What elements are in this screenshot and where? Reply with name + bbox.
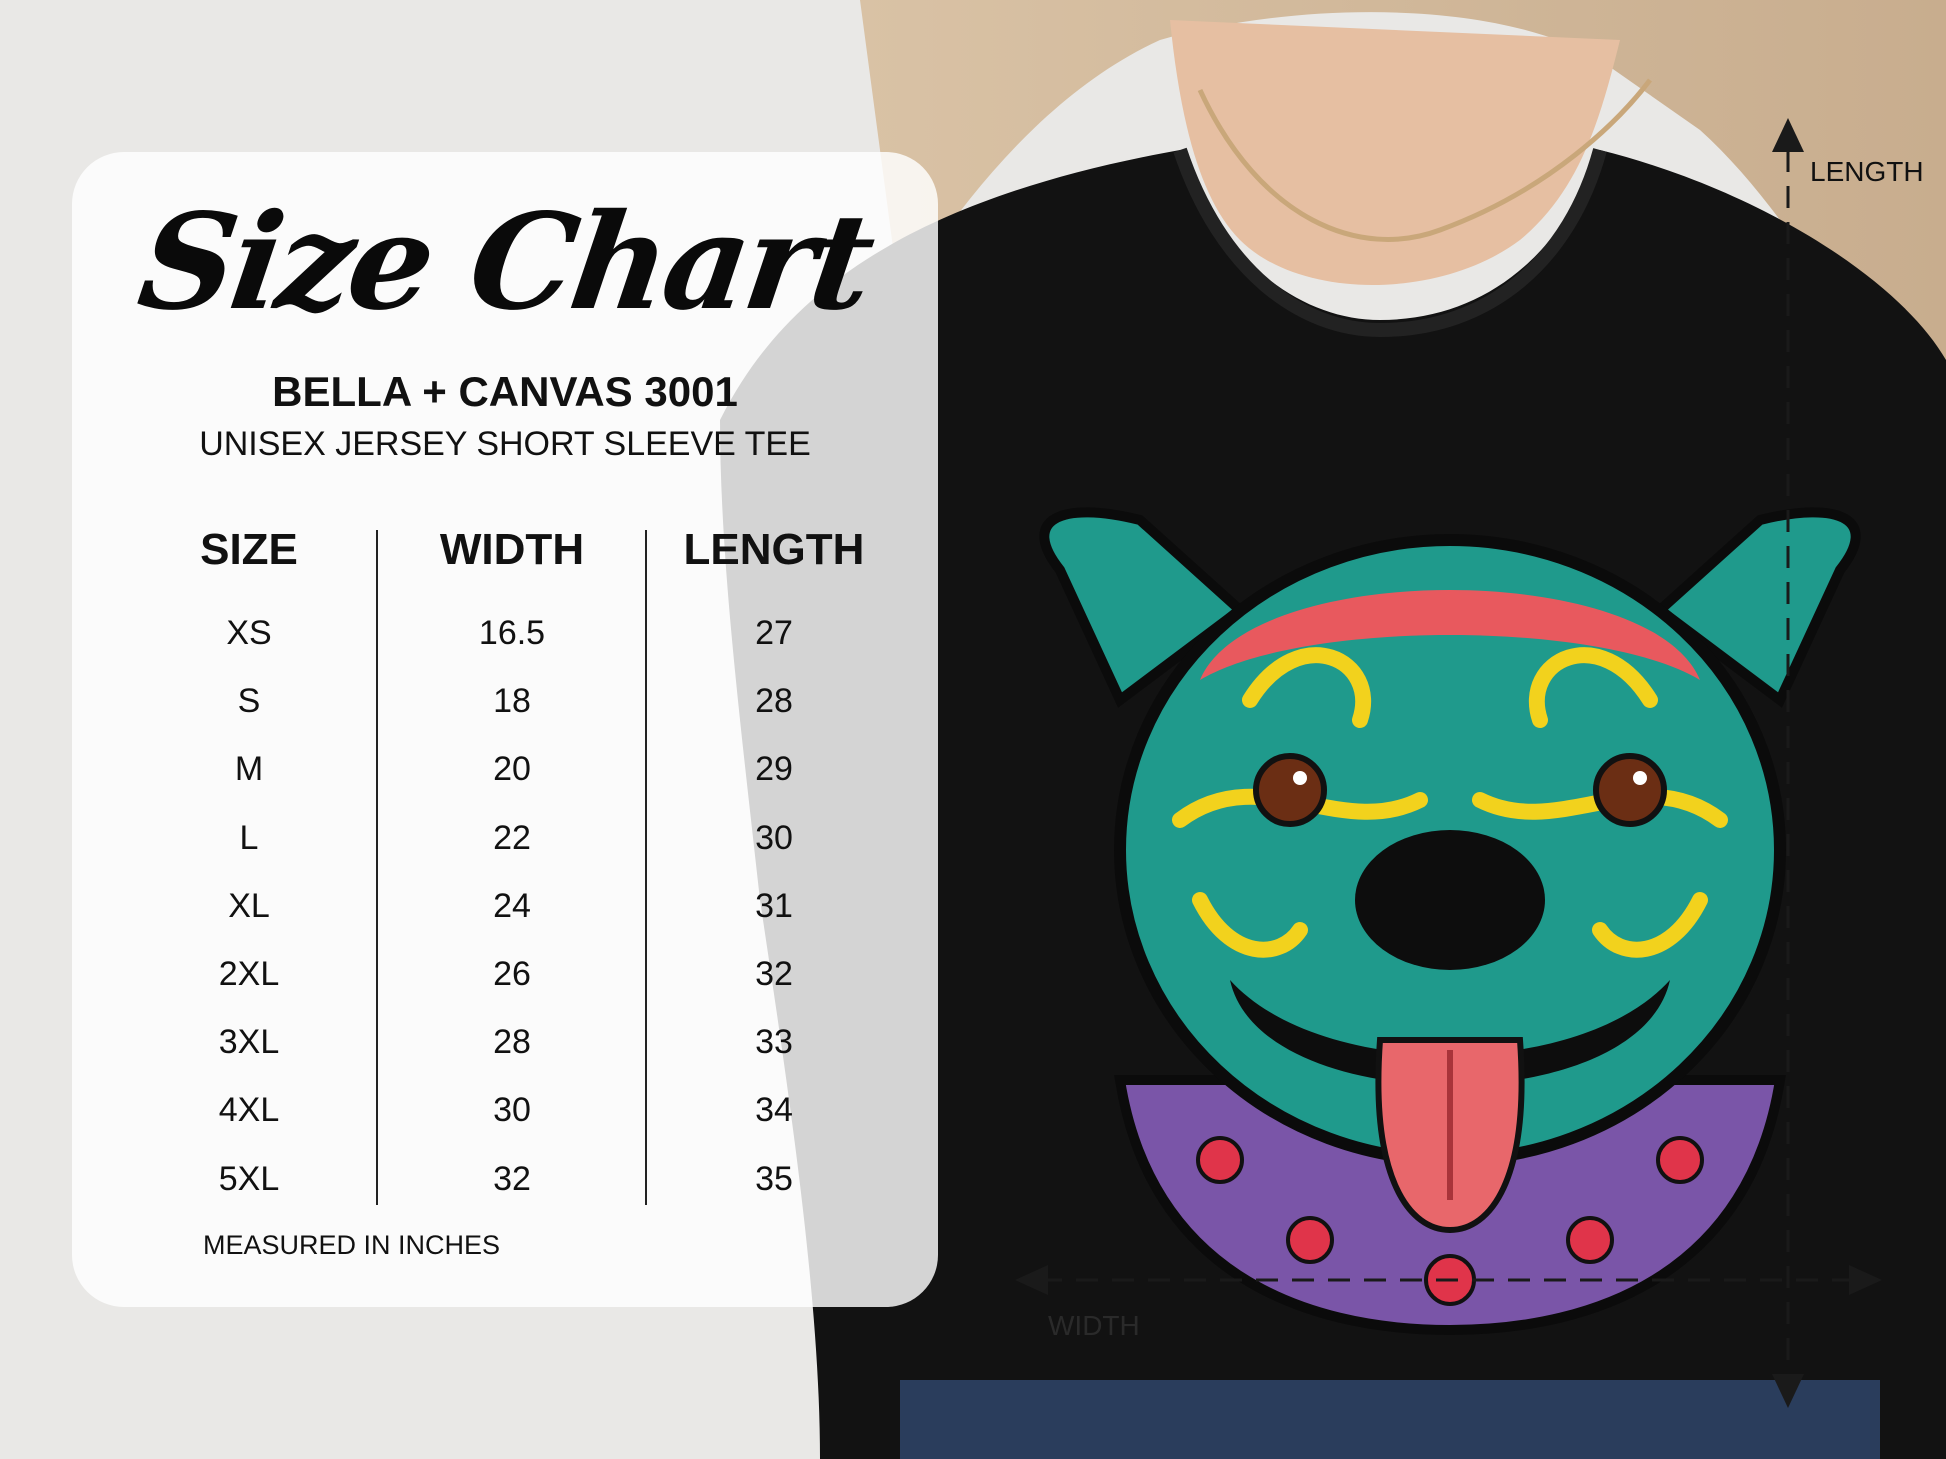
cell-width: 28: [493, 1023, 531, 1062]
cell-length: 28: [755, 682, 793, 721]
cell-size: 2XL: [218, 955, 280, 993]
cell-width: 22: [493, 818, 531, 857]
cell-length: 32: [755, 955, 793, 993]
cell-size: 3XL: [218, 1023, 280, 1062]
length-arrow: [1772, 118, 1804, 1408]
cell-width: 18: [493, 682, 531, 721]
cell-length: 35: [755, 1159, 793, 1198]
brand-model: BELLA + CANVAS 3001: [272, 368, 738, 415]
page-title: Size Chart: [130, 185, 880, 340]
width-arrow: [1015, 1265, 1882, 1295]
units-note: MEASURED IN INCHES: [203, 1230, 501, 1260]
cell-length: 34: [755, 1091, 793, 1130]
cell-length: 31: [755, 886, 793, 925]
jeans: [900, 1380, 1880, 1459]
length-label: LENGTH: [1810, 156, 1924, 187]
cell-width: 26: [493, 955, 531, 993]
size-chart-card: [72, 152, 938, 1307]
column-header-length: LENGTH: [683, 525, 865, 574]
cell-size: S: [237, 682, 261, 721]
cell-length: 33: [755, 1023, 793, 1062]
necklace: [1197, 78, 1652, 242]
cell-size: 5XL: [218, 1159, 280, 1198]
cell-size: XL: [228, 886, 270, 925]
cell-width: 20: [493, 750, 531, 789]
hair: [860, 0, 1946, 480]
column-divider: [376, 530, 378, 1205]
cell-size: XS: [226, 614, 272, 652]
column-header-size: SIZE: [200, 525, 298, 574]
cell-width: 32: [493, 1159, 531, 1198]
cell-size: L: [239, 818, 259, 857]
cell-length: 27: [755, 614, 793, 652]
dog-illustration: [1039, 507, 1861, 1336]
neckband: [1173, 147, 1607, 338]
cell-length: 30: [755, 818, 793, 857]
column-header-width: WIDTH: [439, 525, 585, 574]
column-divider: [645, 530, 647, 1205]
cell-width: 24: [493, 886, 531, 925]
cell-width: 30: [493, 1091, 531, 1130]
skin-neck: [1170, 20, 1620, 285]
width-label: WIDTH: [1048, 1310, 1140, 1341]
cell-size: M: [234, 750, 264, 789]
cell-size: 4XL: [218, 1091, 280, 1130]
product-subtitle: UNISEX JERSEY SHORT SLEEVE TEE: [199, 425, 811, 463]
cell-length: 29: [755, 750, 793, 789]
cell-width: 16.5: [478, 614, 546, 652]
